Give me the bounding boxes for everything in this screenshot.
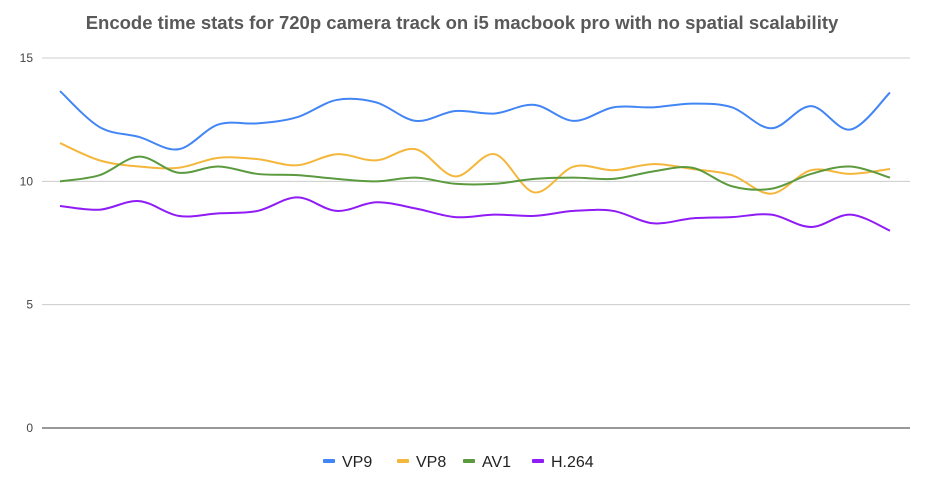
y-tick-label: 5 — [26, 298, 33, 312]
series-line-av1 — [59, 155, 891, 191]
legend-label: H.264 — [551, 454, 594, 471]
legend-item[interactable]: AV1 — [463, 454, 511, 471]
legend-marker — [463, 459, 475, 463]
series-line-h264 — [59, 196, 891, 232]
series-lines — [59, 90, 891, 232]
legend-marker — [397, 459, 409, 463]
legend-label: VP9 — [342, 454, 372, 471]
gridlines — [42, 57, 910, 429]
y-tick-label: 0 — [26, 421, 33, 435]
legend: VP9 VP8 AV1 H.264 — [323, 454, 594, 471]
legend-label: AV1 — [482, 454, 511, 471]
series-line-vp9 — [59, 90, 891, 151]
legend-marker — [323, 459, 335, 463]
legend-marker — [532, 459, 544, 463]
legend-item[interactable]: VP8 — [397, 454, 446, 471]
legend-item[interactable]: VP9 — [323, 454, 372, 471]
chart-title: Encode time stats for 720p camera track … — [86, 12, 839, 33]
y-axis-ticks: 0 5 10 15 — [20, 51, 34, 435]
legend-item[interactable]: H.264 — [532, 454, 594, 471]
y-tick-label: 10 — [20, 174, 34, 188]
series-line-vp8 — [59, 142, 891, 195]
legend-label: VP8 — [416, 454, 446, 471]
y-tick-label: 15 — [20, 51, 34, 65]
